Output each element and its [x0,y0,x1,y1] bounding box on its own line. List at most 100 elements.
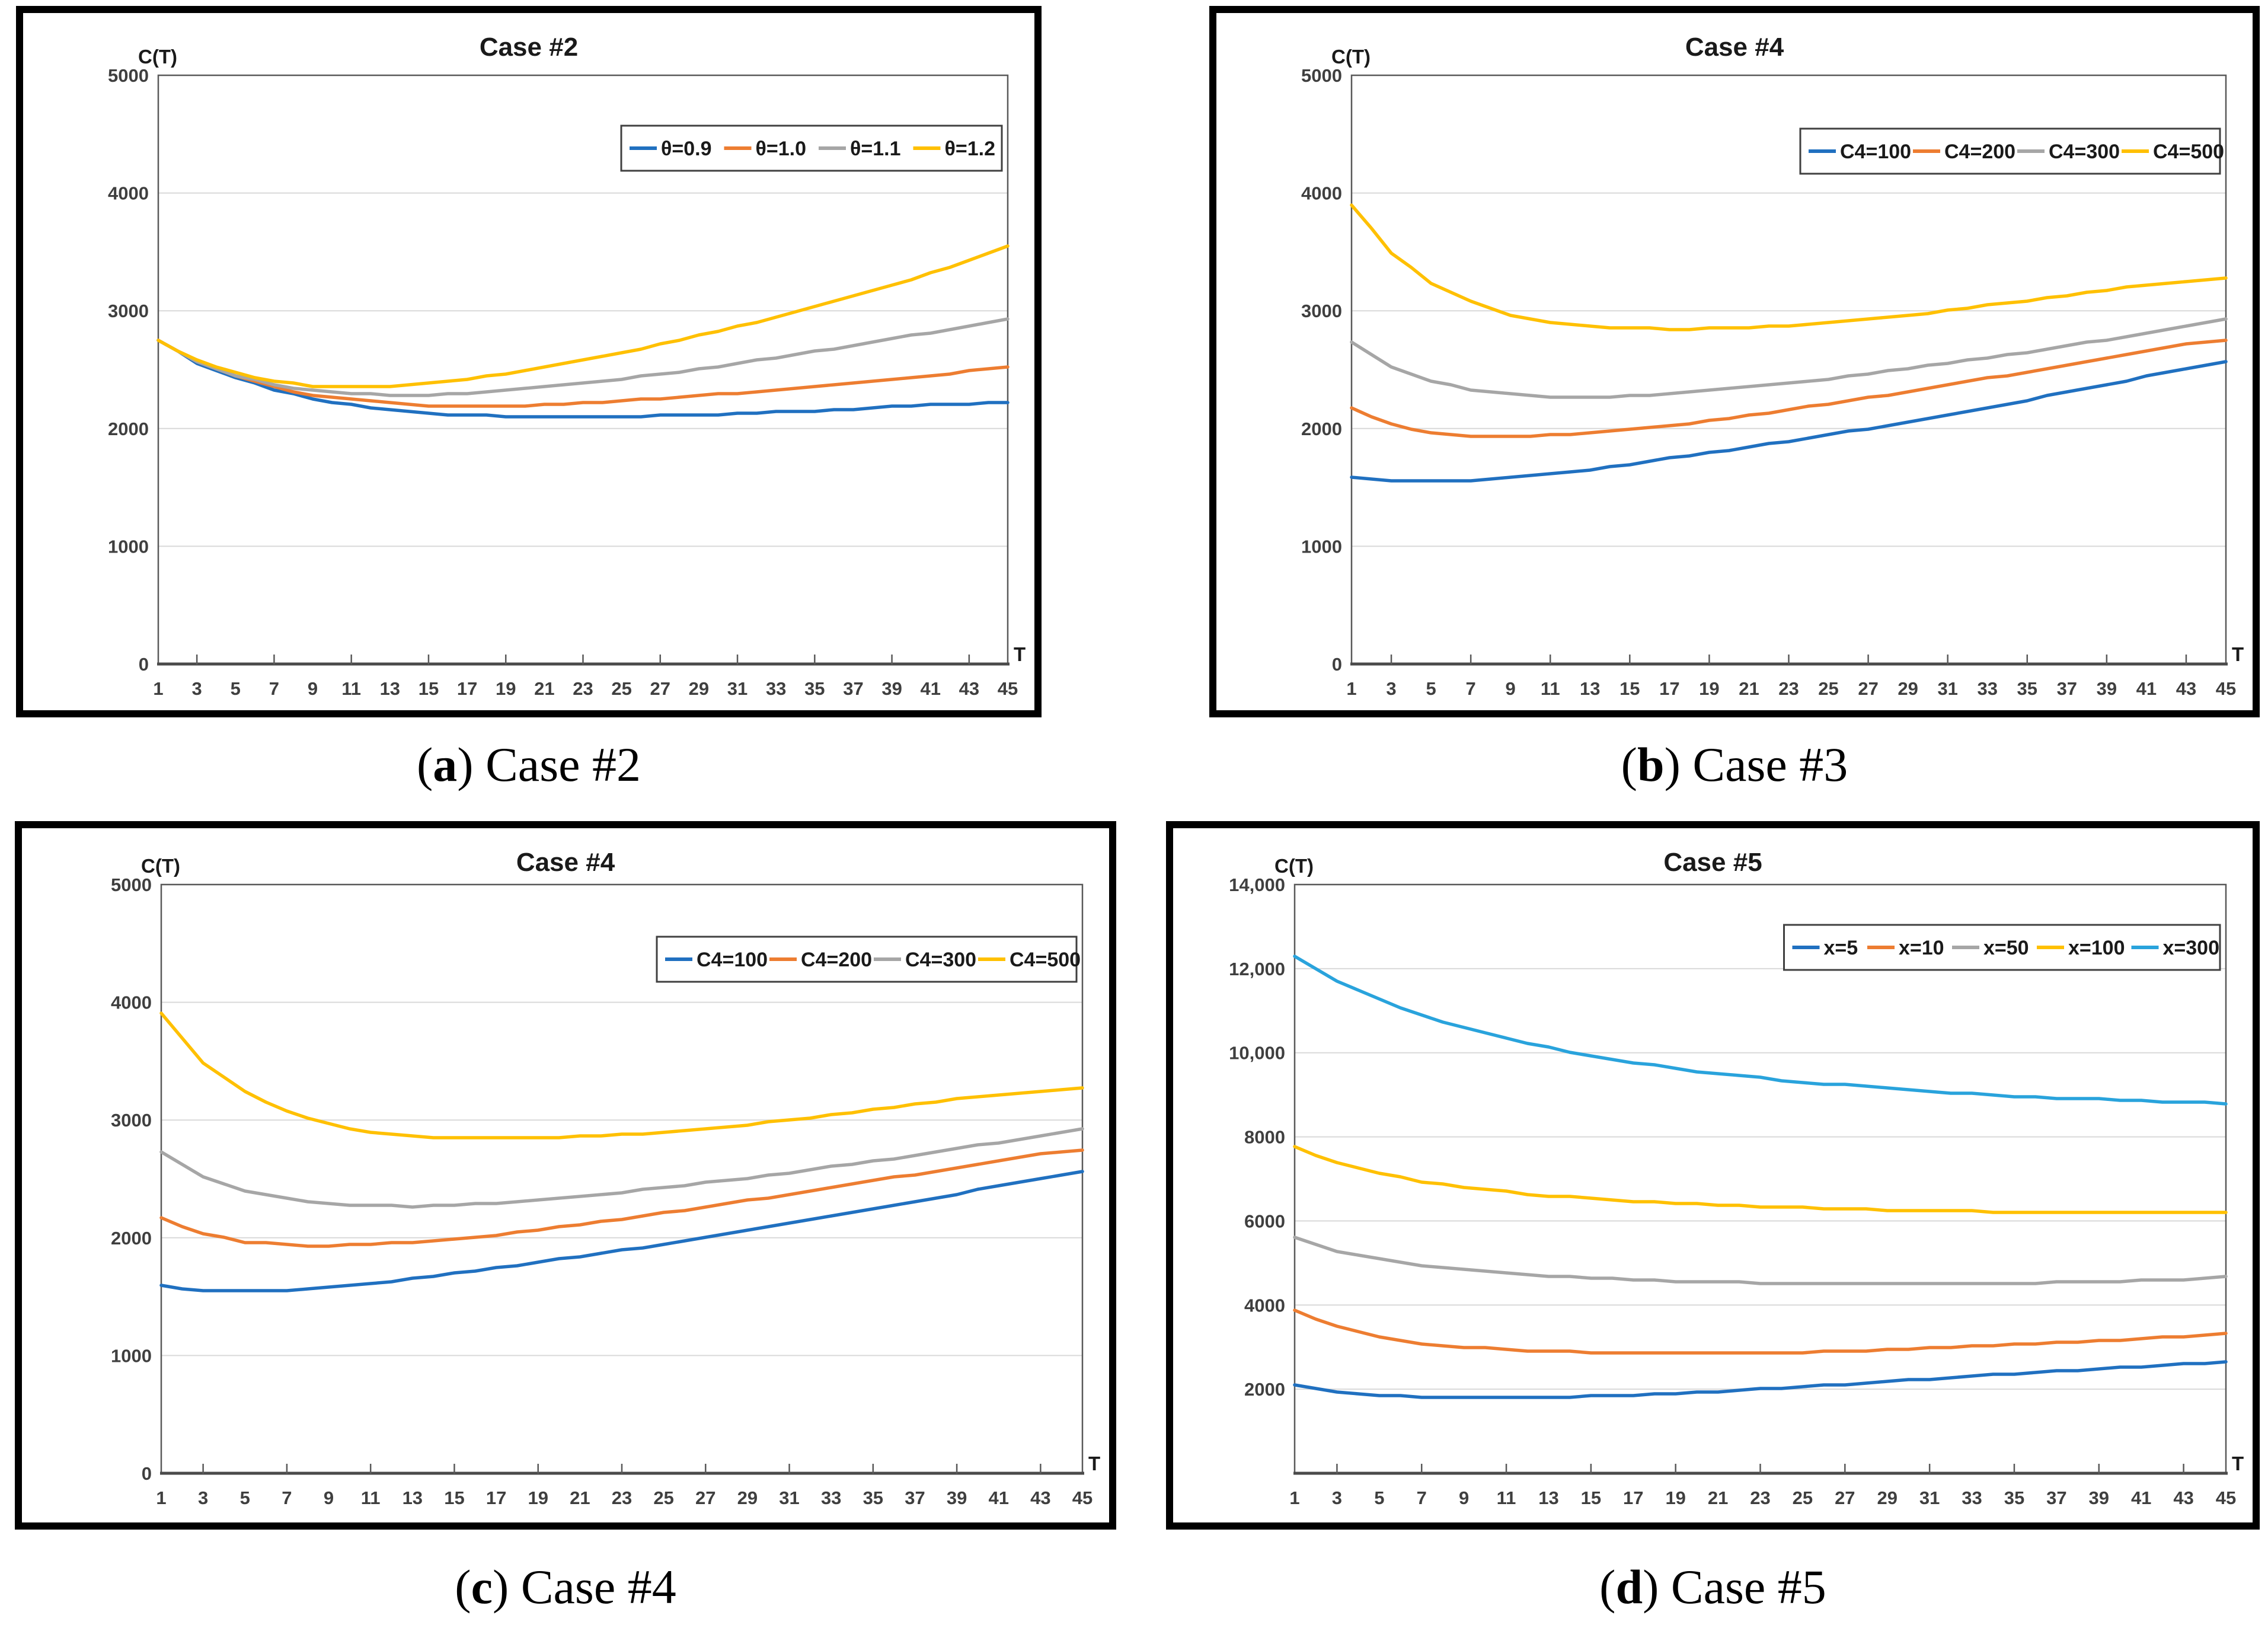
x-tick-label: 7 [1417,1487,1427,1508]
x-tick-label: 1 [1346,678,1356,699]
chart-title-a: Case #2 [480,33,578,62]
x-tick-label: 7 [282,1487,292,1508]
y-tick-label: 5000 [108,65,149,86]
y-tick-label: 3000 [108,301,149,321]
series-line-c4-100 [159,1170,1084,1292]
legend-item-0-9: θ=0.9 [630,138,712,160]
x-tick-label: 3 [1386,678,1396,699]
legend-label: θ=1.0 [756,138,807,160]
x-axis-ticks [202,1464,1042,1474]
y-axis-title: C(T) [1274,855,1314,877]
x-tick-label: 15 [444,1487,464,1508]
y-axis-title: C(T) [138,46,177,68]
x-tick-label: 37 [2057,678,2077,699]
x-tick-label: 23 [1778,678,1799,699]
legend-item-c4-100: C4=100 [1809,141,1911,163]
legend-label: C4=100 [1840,141,1911,163]
legend-label: C4=500 [2153,141,2224,163]
y-tick-label: 2000 [108,419,149,439]
x-tick-label: 11 [1541,678,1560,699]
chart-title-d: Case #5 [1663,848,1762,877]
x-tick-label: 21 [570,1487,590,1508]
caption-letter: c [471,1560,493,1614]
y-axis-title: C(T) [141,855,180,877]
legend-label: θ=0.9 [661,138,712,160]
series-line-0-9 [156,339,1010,419]
x-tick-label: 9 [1459,1487,1469,1508]
x-tick-label: 33 [1962,1487,1982,1508]
x-axis-title: T [1014,643,1026,665]
x-tick-label: 17 [1659,678,1679,699]
chart-panel-c: Case #4 0 1000 2000 3000 4000 5000 C(T) 1 3 5 7 9 11 1… [15,821,1116,1530]
legend-item-x-300: x=300 [2131,937,2220,959]
legend-item-x-10: x=10 [1867,937,1944,959]
legend: C4=100 C4=200 C4=300 C4=500 [656,936,1081,983]
legend: θ=0.9 θ=1.0 θ=1.1 θ=1.2 [620,125,1003,172]
y-axis-labels: 0 1000 2000 3000 4000 5000 [111,874,152,1484]
series-line-c4-200 [1350,339,2228,438]
caption-paren-open: ( [1621,738,1637,791]
legend-item-c4-100: C4=100 [665,949,768,971]
chart-title-b: Case #4 [1685,33,1784,62]
x-tick-label: 11 [361,1487,381,1508]
x-tick-label: 25 [1818,678,1838,699]
x-tick-label: 45 [2216,1487,2236,1508]
x-tick-label: 5 [1374,1487,1384,1508]
x-tick-label: 27 [1835,1487,1855,1508]
x-tick-label: 23 [573,678,593,699]
x-tick-label: 21 [534,678,554,699]
x-tick-label: 19 [528,1487,548,1508]
x-tick-label: 29 [1877,1487,1897,1508]
x-tick-label: 5 [1426,678,1436,699]
y-tick-label: 4000 [1301,183,1342,204]
y-tick-label: 4000 [108,183,149,204]
series-line-c4-300 [1350,317,2228,399]
chart-panel-b: Case #4 0 1000 2000 3000 4000 5000 C(T) 1 3 5 7 9 11 1… [1209,6,2260,717]
y-tick-label: 14,000 [1229,874,1285,895]
legend-item-c4-200: C4=200 [769,949,872,971]
x-tick-label: 15 [1619,678,1640,699]
y-tick-label: 5000 [111,874,152,895]
x-tick-label: 13 [380,678,400,699]
x-tick-label: 9 [308,678,318,699]
series-line-c4-100 [1350,360,2228,483]
y-tick-label: 3000 [1301,301,1342,321]
legend-label: x=5 [1824,937,1858,959]
series-line-c4-500 [159,1011,1084,1139]
legend-label: C4=300 [905,949,976,971]
y-tick-label: 2000 [1301,419,1342,439]
caption-paren-open: ( [1599,1560,1616,1614]
y-tick-label: 10,000 [1229,1043,1285,1064]
y-axis-labels: 2000 4000 6000 8000 10,000 12,000 14,000 [1229,874,1285,1400]
y-tick-label: 1000 [1301,536,1342,557]
y-tick-label: 0 [1332,654,1342,675]
y-tick-label: 2000 [1244,1379,1285,1400]
series-lines [1293,955,2228,1399]
x-tick-label: 7 [269,678,279,699]
legend-item-c4-200: C4=200 [1913,141,2015,163]
legend-label: x=300 [2163,937,2220,959]
x-tick-label: 21 [1708,1487,1728,1508]
legend-label: C4=200 [1944,141,2015,163]
x-tick-label: 1 [156,1487,166,1508]
legend-box [1799,127,2221,175]
x-axis-ticks [196,655,970,665]
x-axis-labels: 1 3 5 7 9 11 13 15 17 19 21 23 25 27 29 31 33 35 37 39 41 43 4… [1289,1487,2236,1508]
series-lines [156,244,1010,419]
caption-paren-open: ( [455,1560,471,1614]
x-tick-label: 3 [192,678,202,699]
x-axis-ticks [1390,655,2187,665]
x-tick-label: 1 [153,678,163,699]
x-tick-label: 13 [403,1487,423,1508]
legend-item-1-1: θ=1.1 [819,138,901,160]
caption-label: Case #5 [1659,1560,1826,1614]
gridlines [1352,192,2226,547]
x-tick-label: 11 [1497,1487,1516,1508]
x-tick-label: 43 [2173,1487,2193,1508]
series-line-x-300 [1293,955,2228,1106]
x-tick-label: 15 [419,678,439,699]
x-tick-label: 31 [727,678,748,699]
x-tick-label: 17 [1623,1487,1643,1508]
x-tick-label: 3 [198,1487,208,1508]
